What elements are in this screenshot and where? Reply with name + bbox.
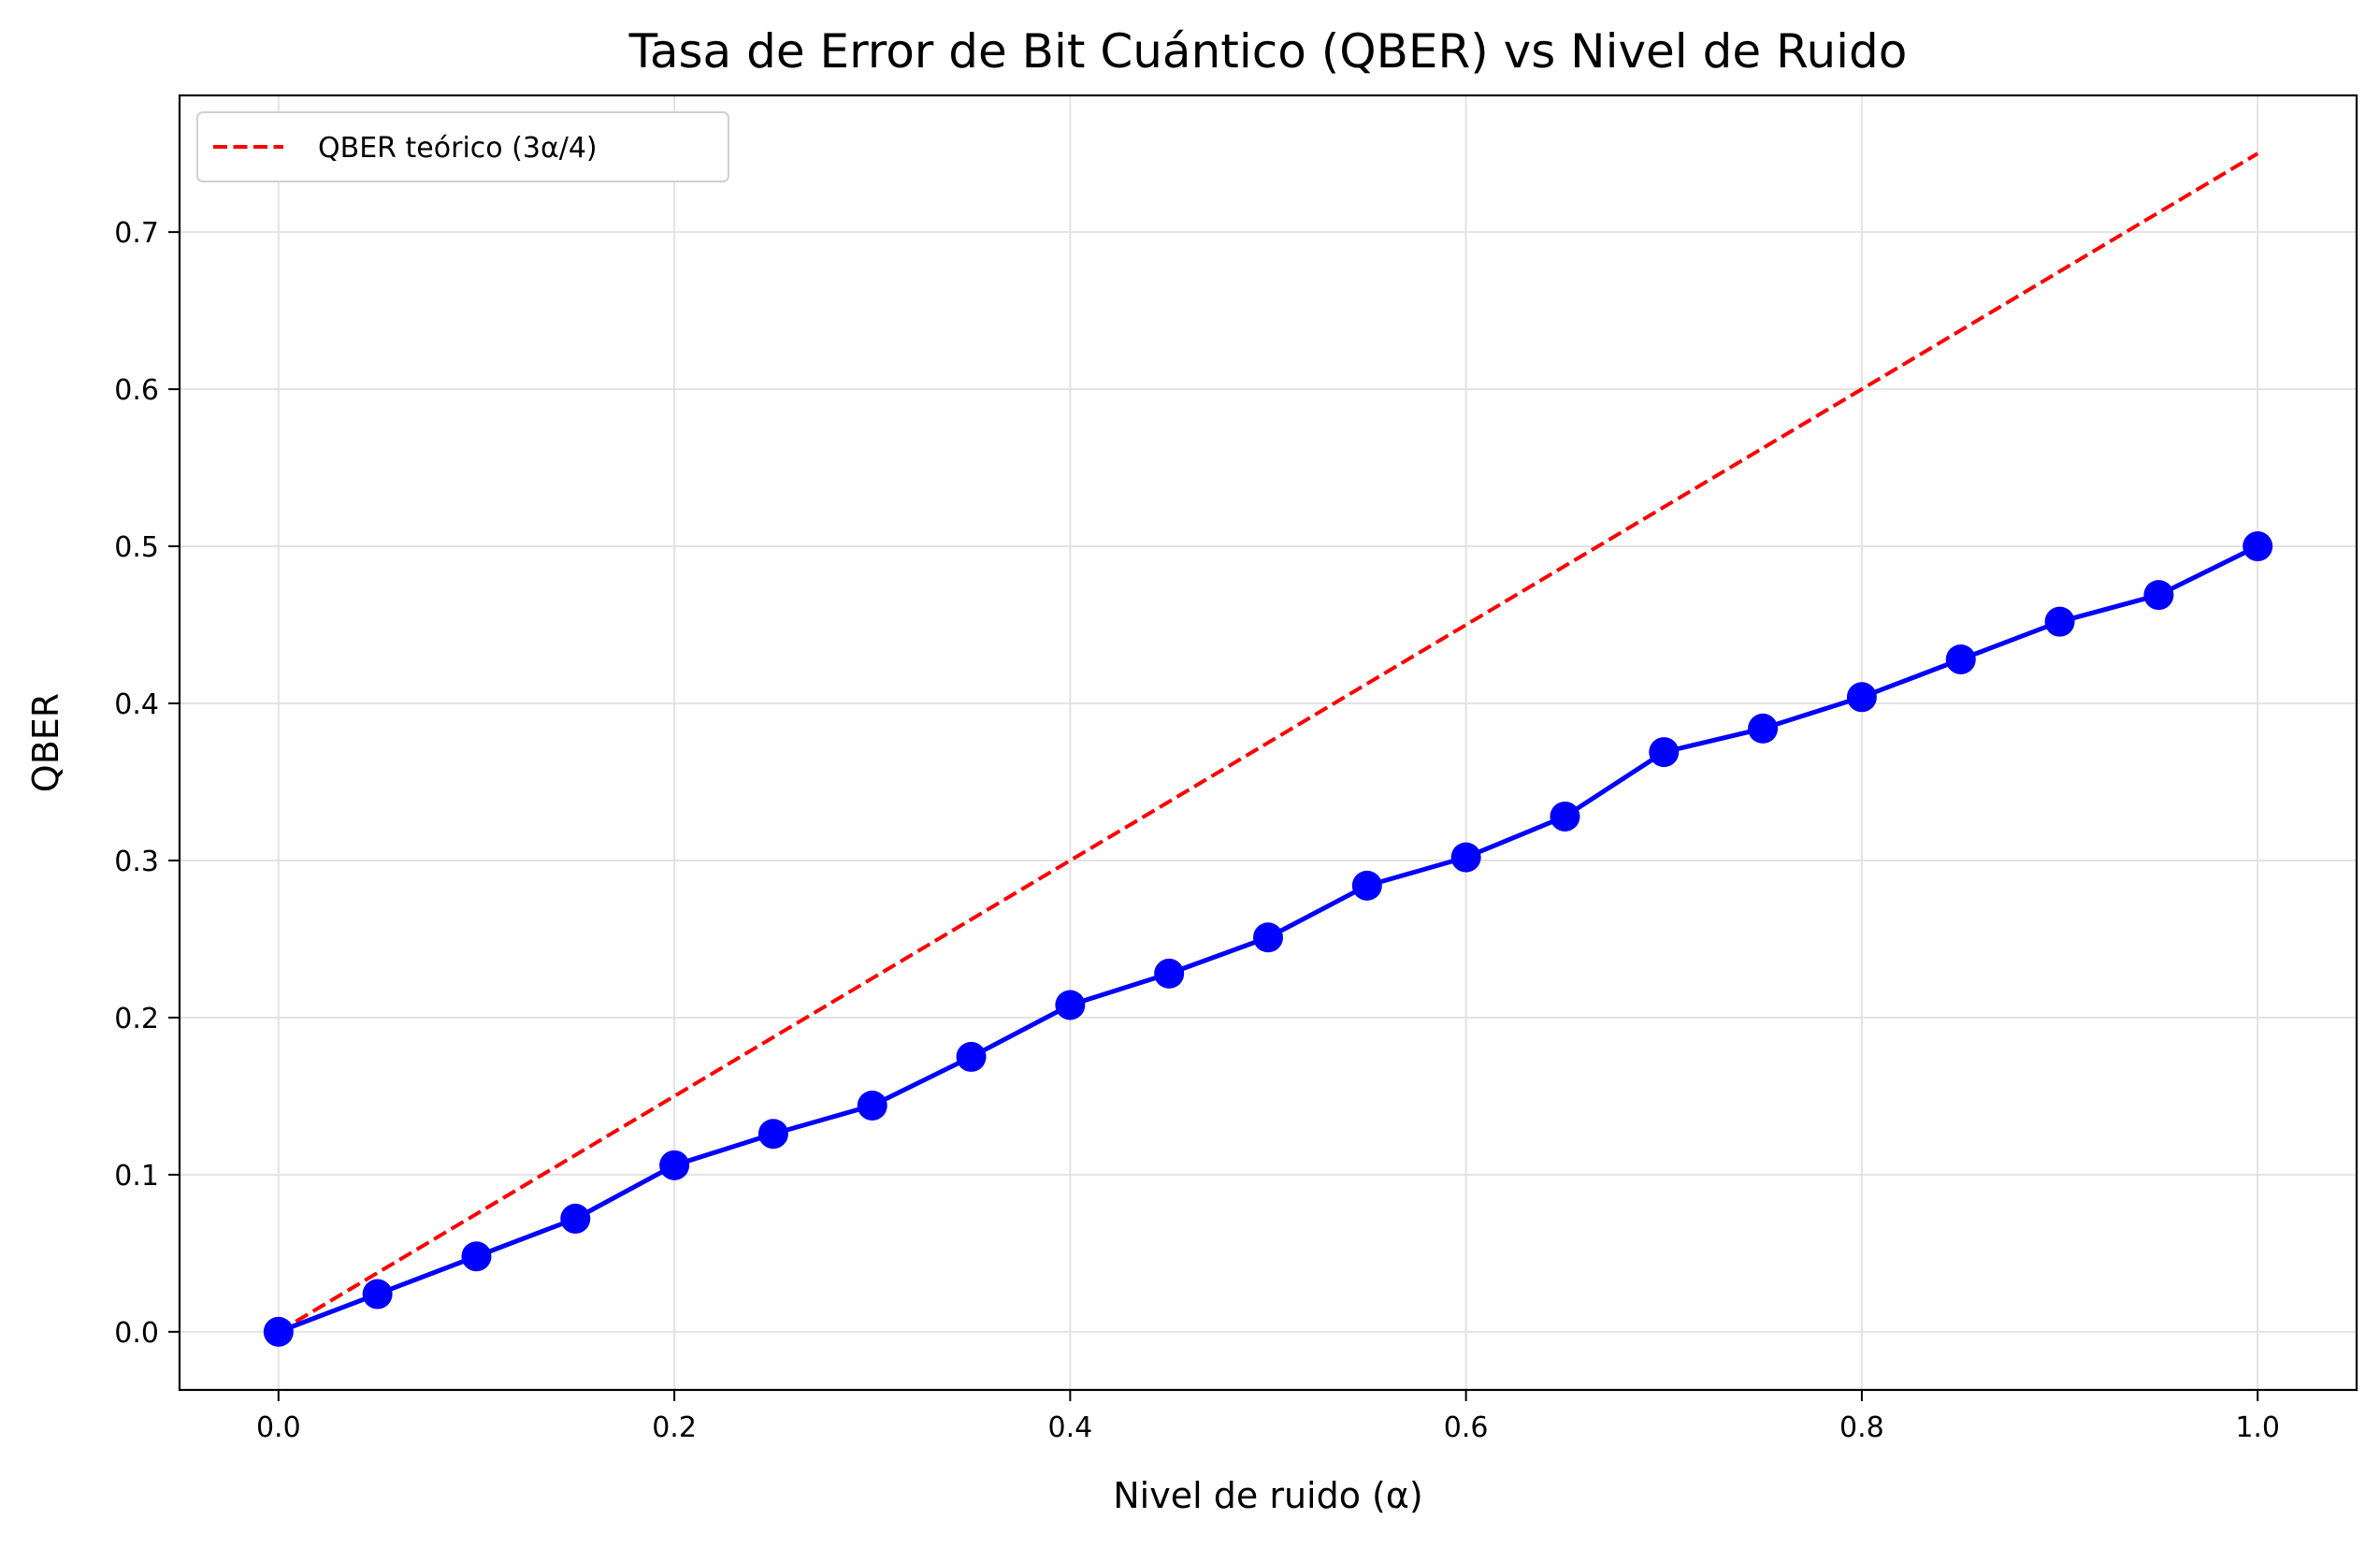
measured-qber-point [1351,870,1382,901]
measured-qber-point [659,1150,690,1180]
y-tick-label: 0.2 [114,1003,159,1035]
y-axis-label: QBER [25,693,66,792]
measured-qber-point [560,1203,591,1234]
measured-qber-point [2143,580,2174,611]
measured-qber-point [1154,958,1185,989]
x-tick-label: 0.6 [1444,1411,1489,1444]
y-tick-label: 0.3 [114,846,159,878]
measured-qber-point [1846,682,1877,713]
measured-qber-point [956,1041,987,1072]
y-tick-label: 0.1 [114,1160,159,1193]
y-tick-label: 0.4 [114,688,159,721]
measured-qber-point [1550,801,1580,832]
x-tick-label: 0.8 [1839,1411,1884,1444]
x-tick-label: 1.0 [2235,1411,2280,1444]
legend-label-theoretical: QBER teórico (3α/4) [318,132,598,165]
y-tick-label: 0.5 [114,531,159,564]
x-tick-label: 0.0 [256,1411,301,1444]
measured-qber-point [1055,990,1086,1020]
measured-qber-point [2044,606,2075,637]
series-layer [263,152,2273,1347]
y-tick-label: 0.6 [114,374,159,407]
measured-qber-point [857,1090,887,1121]
measured-qber-point [1649,737,1680,768]
y-tick-label: 0.0 [114,1317,159,1350]
x-axis-label: Nivel de ruido (α) [1113,1475,1422,1516]
measured-qber-point [362,1279,393,1309]
chart-title: Tasa de Error de Bit Cuántico (QBER) vs … [628,24,1908,79]
legend-box [196,111,729,182]
x-tick-label: 0.2 [652,1411,697,1444]
measured-qber-point [1748,713,1779,744]
plot-area-frame [178,94,2358,1392]
measured-qber-point [461,1241,492,1272]
ticks-layer: 0.0 0.2 0.4 0.6 0.8 1.0 0.0 0.1 0.2 0.3 0.4 0.5 0.6 0… [114,217,2280,1444]
measured-qber-point [1450,842,1481,873]
measured-qber-point [1945,644,1976,674]
theoretical-qber-line [277,152,2259,1334]
measured-qber-point [2243,531,2273,562]
legend: QBER teórico (3α/4) [196,111,729,182]
measured-qber-point [757,1119,788,1150]
x-tick-label: 0.4 [1048,1411,1093,1444]
measured-qber-point [1253,922,1283,953]
y-tick-label: 0.7 [114,217,159,250]
measured-qber-point [263,1316,294,1347]
